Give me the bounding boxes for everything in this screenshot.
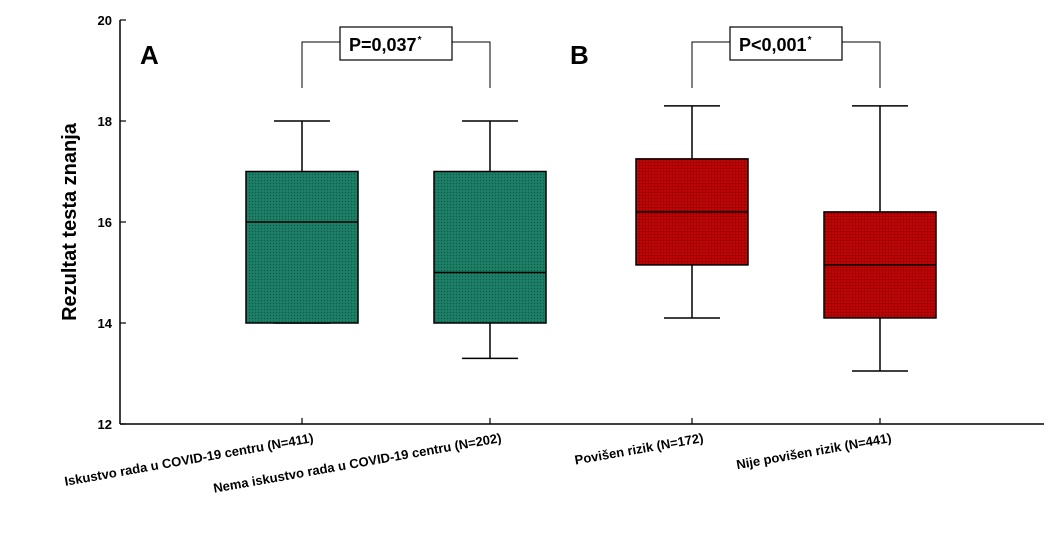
box-3 [635, 105, 749, 319]
box-2 [433, 120, 547, 360]
panel-a: A P=0,037 * [140, 26, 491, 88]
y-tick-label: 14 [98, 316, 113, 331]
box-iqr [245, 170, 359, 324]
panel-b: B P<0,001 * [570, 26, 881, 88]
box-4 [823, 105, 937, 372]
box-1 [245, 120, 359, 324]
category-label: Nije povišen rizik (N=441) [735, 430, 892, 472]
p-value-mark: * [808, 35, 812, 46]
y-tick-label: 20 [98, 13, 112, 28]
p-value-box [729, 26, 843, 61]
p-value-text: P=0,037 [349, 35, 417, 55]
axes: 12 14 16 18 20 [98, 13, 1044, 432]
category-label: Povišen rizik (N=172) [573, 430, 704, 467]
box-iqr [433, 170, 547, 324]
boxes [245, 105, 937, 372]
significance-brackets: A P=0,037 * B P<0,001 * [140, 26, 881, 88]
p-value-mark: * [418, 35, 422, 46]
panel-label: A [140, 40, 159, 70]
p-value-box [339, 26, 453, 61]
panel-label: B [570, 40, 589, 70]
y-axis-label: Rezultat testa znanja [59, 122, 81, 321]
y-tick-label: 12 [98, 417, 112, 432]
y-tick-label: 18 [98, 114, 112, 129]
y-tick-label: 16 [98, 215, 112, 230]
category-labels: Iskustvo rada u COVID-19 centru (N=411)N… [63, 430, 892, 496]
p-value-text: P<0,001 [739, 35, 807, 55]
